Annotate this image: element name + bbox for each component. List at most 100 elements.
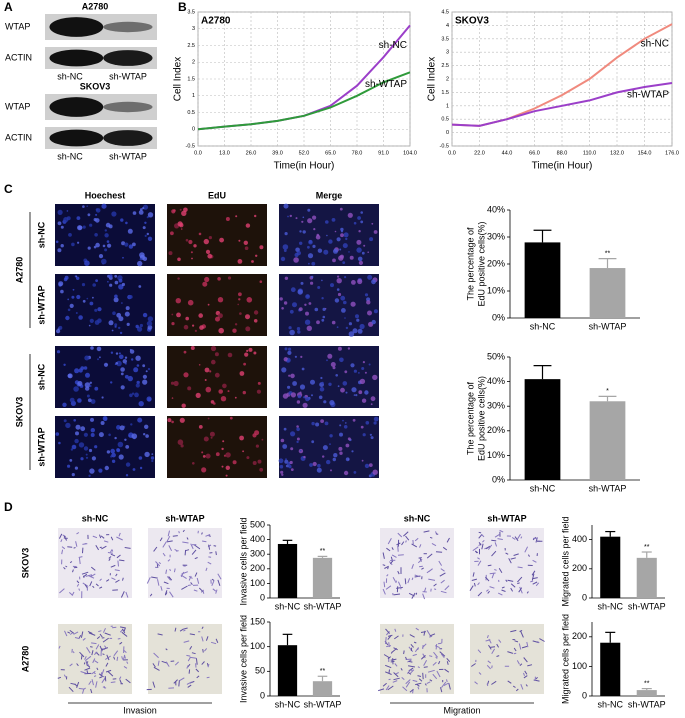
cell	[444, 585, 450, 591]
group-label: sh-WTAP	[36, 285, 46, 324]
cell	[301, 220, 304, 223]
cell	[147, 236, 153, 241]
cell	[111, 459, 116, 463]
cell	[171, 313, 174, 316]
cell	[382, 564, 386, 566]
cell	[369, 433, 372, 436]
cell	[407, 672, 412, 675]
cell	[185, 316, 189, 321]
cell	[84, 656, 87, 660]
cell	[317, 463, 321, 468]
cell	[114, 323, 118, 327]
y-tick-label: 50	[255, 666, 265, 676]
cell	[90, 417, 94, 422]
cell	[434, 588, 437, 590]
cell	[101, 545, 107, 550]
cell	[440, 687, 443, 693]
y-tick-label: 4.5	[441, 9, 449, 15]
cell	[192, 462, 195, 465]
cell	[65, 315, 70, 321]
cell	[166, 535, 171, 542]
cell	[417, 686, 420, 690]
cell	[125, 445, 130, 449]
cell	[339, 432, 343, 437]
cell	[283, 301, 288, 305]
y-tick-label: 0%	[492, 474, 505, 484]
cell	[118, 316, 124, 322]
cell	[423, 666, 428, 668]
cell	[338, 446, 343, 451]
cell	[259, 245, 264, 250]
cell	[337, 275, 340, 278]
cell	[344, 317, 346, 319]
cell	[232, 460, 237, 465]
cell	[84, 260, 90, 267]
cell	[280, 256, 286, 262]
cell	[176, 550, 179, 552]
y-tick-label: 4	[446, 23, 449, 29]
cell	[57, 248, 62, 253]
cell	[472, 572, 475, 577]
cell	[80, 631, 84, 638]
cell	[176, 312, 181, 318]
micrograph	[146, 624, 222, 694]
column-header: Merge	[316, 190, 343, 200]
cell	[121, 631, 128, 637]
cell	[413, 641, 417, 644]
cell	[397, 554, 404, 556]
cell	[86, 664, 91, 668]
cell	[151, 453, 154, 455]
cell	[107, 243, 112, 248]
cell	[423, 587, 427, 593]
cell	[144, 221, 147, 224]
cell	[90, 433, 95, 437]
cell	[122, 359, 128, 364]
cell	[159, 537, 163, 542]
cell	[104, 675, 107, 682]
cell	[396, 542, 401, 546]
cell	[139, 258, 142, 261]
cell	[110, 564, 116, 568]
cell	[86, 205, 88, 207]
cell	[238, 239, 241, 242]
cell	[405, 681, 411, 688]
cell	[127, 375, 133, 382]
cell	[319, 386, 325, 392]
cell	[299, 449, 302, 452]
cell	[207, 303, 210, 306]
cell	[92, 535, 98, 539]
cell	[314, 307, 319, 312]
cell	[403, 531, 409, 537]
cell	[469, 585, 474, 592]
cell	[183, 207, 188, 213]
y-tick-label: 3.5	[187, 9, 195, 15]
cell	[393, 677, 400, 681]
cell	[202, 455, 206, 458]
cell	[190, 346, 195, 350]
y-axis-label: Cell Index	[173, 57, 184, 101]
cell	[342, 381, 348, 386]
cell	[290, 431, 296, 437]
cell	[72, 569, 74, 573]
cell	[324, 421, 329, 426]
cell	[135, 324, 139, 329]
cell	[195, 658, 198, 665]
x-tick-label: 154.0	[638, 150, 652, 156]
cell	[222, 383, 227, 389]
y-tick-label: 2	[446, 76, 449, 82]
cell	[308, 262, 310, 265]
cell	[320, 376, 323, 380]
cell	[90, 346, 94, 350]
x-tick-label: sh-WTAP	[304, 601, 342, 611]
cell	[83, 366, 88, 370]
cell	[397, 532, 403, 538]
cell	[360, 425, 364, 429]
cell	[87, 630, 93, 634]
cell	[205, 567, 208, 571]
cell	[145, 434, 149, 438]
cell	[78, 687, 85, 690]
cell	[121, 628, 126, 634]
cell	[391, 648, 398, 653]
cell	[109, 274, 113, 278]
cell	[217, 579, 221, 586]
